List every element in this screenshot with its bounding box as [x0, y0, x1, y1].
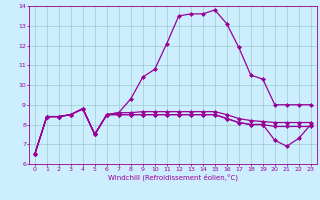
X-axis label: Windchill (Refroidissement éolien,°C): Windchill (Refroidissement éolien,°C)	[108, 174, 238, 181]
